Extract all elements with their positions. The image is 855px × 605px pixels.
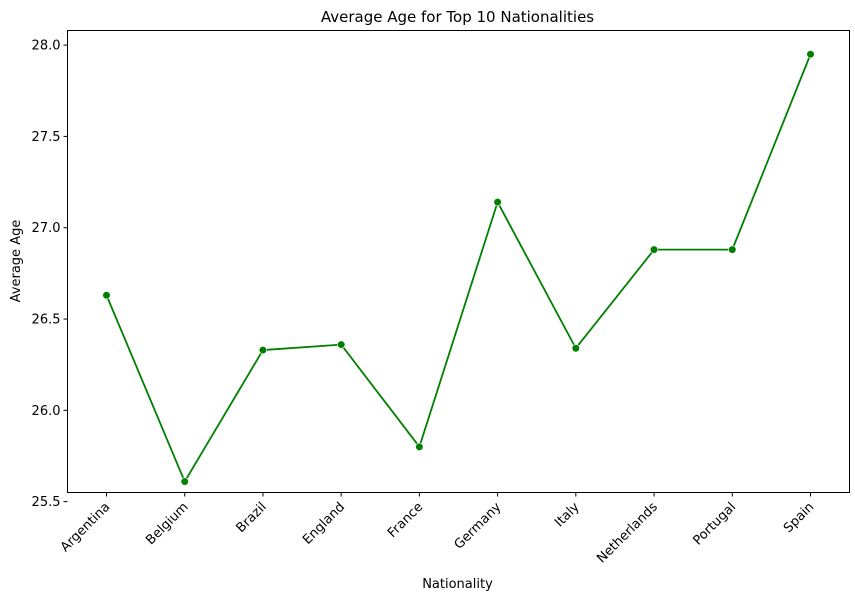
x-tick-label: Belgium	[143, 500, 191, 548]
data-point-england	[337, 340, 346, 349]
y-tick-label: 26.5	[32, 313, 61, 328]
y-axis-label: Average Age	[9, 220, 24, 303]
y-tick-label: 27.0	[32, 221, 61, 236]
y-axis: 25.5 26.0 26.5 27.0 27.5 28.0	[32, 39, 68, 510]
data-point-argentina	[102, 291, 111, 300]
plot-area-frame	[67, 30, 850, 493]
chart-title: Average Age for Top 10 Nationalities	[321, 8, 594, 26]
data-point-belgium	[180, 477, 189, 486]
x-tick-label: Spain	[781, 500, 817, 536]
x-tick-label: Brazil	[234, 500, 270, 536]
x-axis: Argentina Belgium Brazil England France Germa…	[58, 492, 817, 567]
data-point-portugal	[728, 245, 737, 254]
y-tick-label: 28.0	[32, 39, 61, 54]
x-tick-label: England	[300, 500, 348, 548]
x-tick-label: Germany	[452, 500, 505, 553]
data-point-brazil	[258, 345, 268, 355]
x-axis-label: Nationality	[422, 577, 493, 592]
y-tick-label: 27.5	[32, 130, 61, 145]
x-tick-label: Argentina	[58, 500, 113, 555]
y-tick-label: 26.0	[32, 404, 61, 419]
x-tick-label: Portugal	[690, 500, 739, 549]
y-tick-label: 25.5	[32, 495, 61, 510]
data-point-france	[415, 442, 424, 451]
series-line	[105, 53, 812, 483]
series-layer	[102, 50, 815, 486]
data-point-spain	[806, 50, 815, 59]
data-point-netherlands	[649, 245, 659, 254]
x-tick-label: Netherlands	[594, 500, 661, 567]
x-tick-label: Italy	[552, 500, 583, 531]
data-point-germany	[493, 198, 502, 207]
data-point-italy	[571, 344, 580, 353]
x-tick-label: France	[385, 500, 426, 541]
